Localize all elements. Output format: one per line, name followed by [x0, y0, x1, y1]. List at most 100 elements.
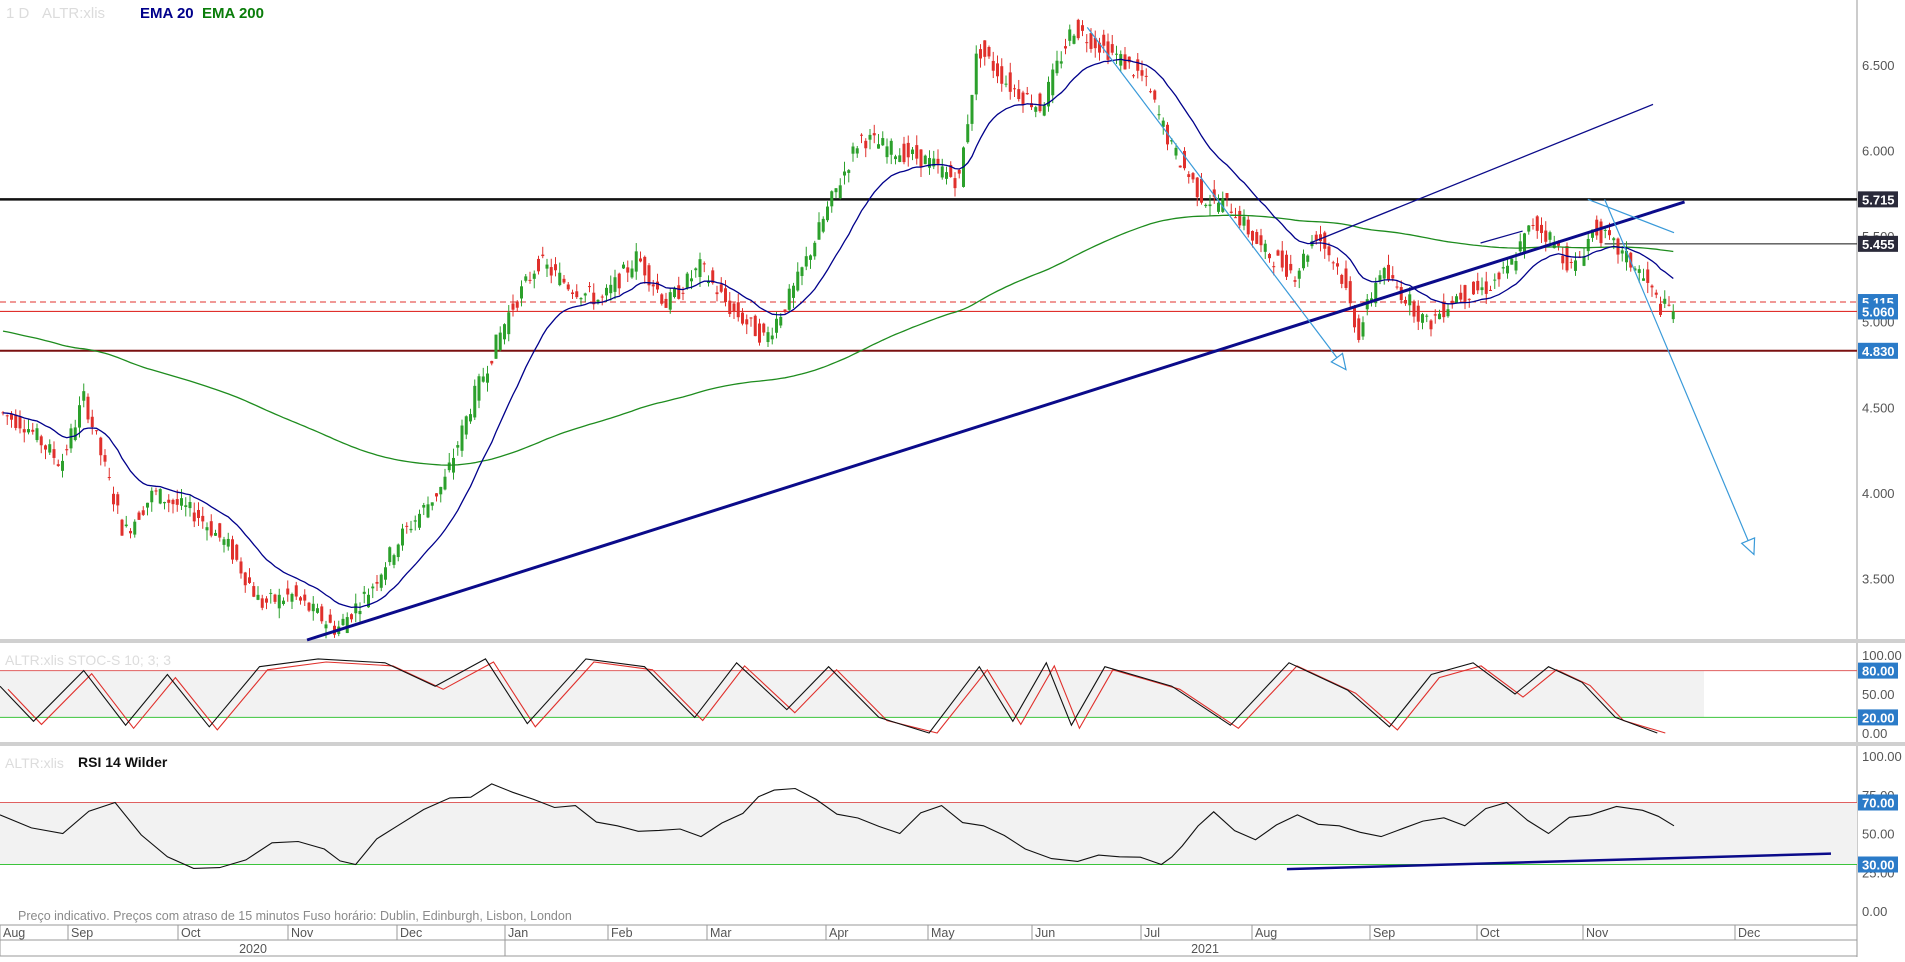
candle-up [158, 488, 162, 505]
candle-body [65, 449, 69, 451]
candle-down [120, 518, 124, 536]
candle-body [494, 334, 498, 359]
candle-down [1093, 30, 1097, 58]
stoch-tick-label: 50.00 [1862, 687, 1895, 702]
candle-down [1195, 176, 1199, 207]
candle-down [906, 135, 910, 167]
candle-down [1106, 33, 1110, 65]
candle-down [1234, 207, 1237, 219]
candle-down [664, 292, 668, 308]
candles-group [1, 18, 1675, 639]
candle-up [396, 543, 400, 562]
candle-body [1098, 42, 1101, 53]
candle-down [286, 580, 290, 602]
month-label: Jan [508, 926, 528, 940]
candle-body [282, 600, 285, 605]
candle-body [1191, 173, 1195, 180]
candle-body [1, 412, 5, 414]
candle-body [1671, 311, 1675, 320]
candle-up [384, 562, 387, 586]
price-tag-bg [1858, 235, 1898, 252]
x-axis: Aug Sep Oct Nov Dec Jan Feb Mar Apr May Jun Jul Aug S… [0, 925, 1760, 956]
candle-body [44, 445, 47, 450]
candle-body [1472, 281, 1475, 295]
footer-note: Preço indicativo. Preços com atraso de 1… [18, 909, 572, 923]
candle-down [745, 314, 749, 335]
candle-body [1459, 292, 1463, 300]
candle-body [1234, 217, 1237, 219]
candle-body [107, 477, 111, 479]
candle-body [503, 324, 506, 340]
candle-up [464, 415, 468, 440]
candle-body [426, 504, 430, 518]
candle-down [991, 51, 995, 79]
candle-up [277, 588, 281, 619]
candle-body [1569, 261, 1573, 263]
candle-body [226, 538, 230, 547]
candle-body [1412, 301, 1416, 317]
candle-up [877, 134, 880, 149]
candle-down [99, 436, 103, 466]
candle-body [1000, 66, 1004, 84]
candle-up [634, 243, 638, 280]
candle-body [596, 299, 600, 304]
candle-down [171, 498, 175, 514]
candle-up [61, 453, 64, 478]
candle-body [919, 149, 923, 168]
candle-down [1132, 74, 1135, 79]
candle-down [201, 506, 205, 529]
candle-body [898, 155, 902, 162]
candle-body [600, 296, 604, 298]
candle-body [396, 544, 400, 558]
candle-body [617, 273, 621, 289]
candle-down [112, 486, 115, 512]
candle-down [350, 613, 353, 623]
candle-down [554, 257, 557, 277]
candle-body [1497, 272, 1501, 280]
candle-body [851, 146, 855, 154]
candle-body [1051, 69, 1055, 96]
rsi-level-tag: 30.00 [1862, 858, 1895, 873]
candle-body [1399, 287, 1403, 301]
candle-body [260, 598, 264, 608]
candle-body [970, 94, 974, 124]
candle-up [1408, 287, 1412, 316]
candle-body [498, 332, 502, 351]
candle-up [970, 94, 974, 131]
candle-down [1238, 205, 1242, 229]
candle-up [1382, 266, 1386, 285]
candle-body [99, 437, 103, 456]
candle-body [936, 158, 940, 164]
candle-body [1663, 298, 1667, 304]
candle-down [1229, 203, 1233, 214]
candle-up [1297, 268, 1301, 289]
candle-body [184, 505, 188, 508]
candle-body [1595, 219, 1599, 236]
candle-up [78, 396, 81, 438]
candle-body [1552, 242, 1556, 249]
candle-body [1599, 221, 1603, 244]
rsi-panel [0, 783, 1857, 871]
candle-body [252, 586, 256, 597]
stoch-tick-label: 0.00 [1862, 726, 1887, 741]
candle-up [1068, 24, 1072, 47]
candle-up [787, 284, 791, 312]
projection-arrow-line [1604, 199, 1755, 555]
candle-down [1000, 58, 1004, 92]
candle-down [1153, 89, 1157, 103]
candle-body [1378, 275, 1382, 282]
candle-down [719, 277, 723, 294]
candle-body [928, 157, 931, 168]
candle-body [1340, 274, 1344, 284]
candle-up [596, 299, 600, 305]
candle-up [311, 596, 315, 621]
candle-body [392, 555, 396, 565]
candle-body [286, 588, 290, 595]
candle-up [1204, 203, 1208, 208]
candle-body [894, 156, 897, 160]
candle-body [1195, 177, 1199, 198]
rsi-tick-label: 50.00 [1862, 827, 1895, 842]
candle-body [1013, 88, 1016, 90]
candle-down [1646, 261, 1650, 294]
candle-up [809, 254, 812, 269]
